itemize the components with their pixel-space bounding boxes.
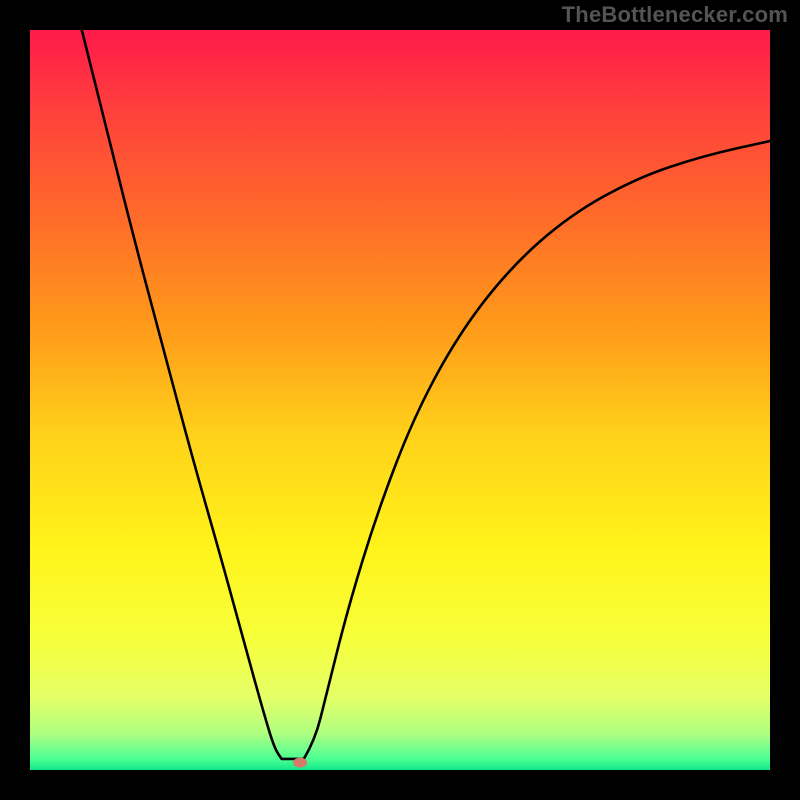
optimal-point-marker: [293, 758, 307, 768]
bottleneck-curve-chart: [30, 30, 770, 770]
gradient-background: [30, 30, 770, 770]
chart-frame: TheBottlenecker.com: [0, 0, 800, 800]
watermark-text: TheBottlenecker.com: [562, 2, 788, 28]
plot-area: [30, 30, 770, 770]
